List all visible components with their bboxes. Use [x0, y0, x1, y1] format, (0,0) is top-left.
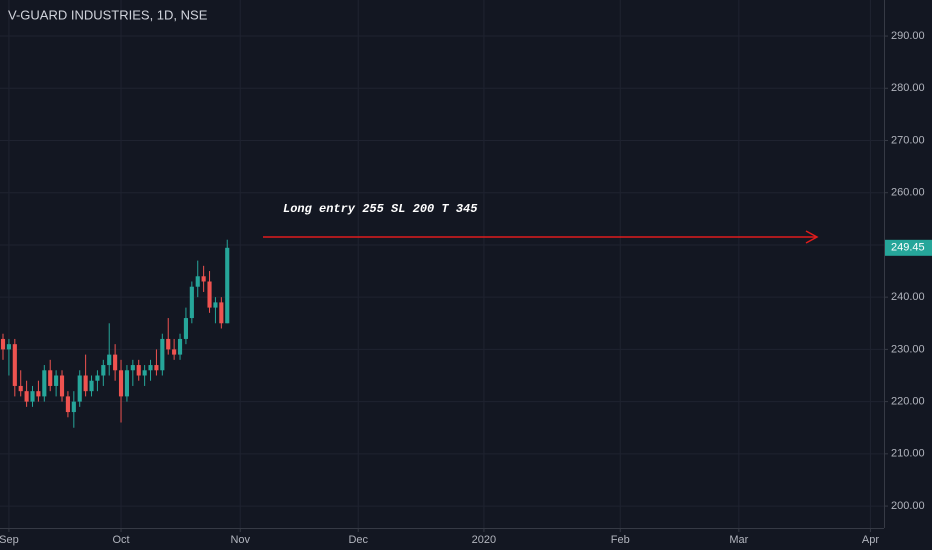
y-tick-label: 240.00 — [891, 291, 925, 303]
candle-body — [54, 375, 59, 386]
candle-body — [36, 391, 41, 397]
candle-body — [71, 401, 76, 413]
x-tick-label: Dec — [348, 534, 368, 546]
candle-body — [118, 370, 124, 397]
y-tick-label: 210.00 — [891, 448, 925, 460]
candle-body — [148, 365, 153, 371]
candle-body — [172, 349, 177, 355]
candle-body — [12, 344, 17, 386]
y-tick-label: 230.00 — [891, 343, 925, 355]
y-tick-label: 290.00 — [891, 30, 925, 42]
axes: 200.00210.00220.00230.00240.00250.00260.… — [0, 30, 932, 546]
last-price-label: 249.45 — [891, 242, 925, 254]
annotation: Long entry 255 SL 200 T 345 — [283, 202, 478, 216]
candle-body — [166, 338, 171, 350]
candle-body — [130, 365, 135, 371]
candle-body — [65, 396, 70, 413]
candle-body — [113, 354, 118, 371]
candle-body — [213, 302, 218, 308]
x-tick-label: Apr — [862, 534, 879, 546]
candle-body — [177, 338, 183, 355]
y-tick-label: 280.00 — [891, 82, 925, 94]
candle-body — [42, 370, 47, 397]
candle-body — [89, 380, 94, 392]
candle-body — [201, 276, 206, 282]
y-tick-label: 220.00 — [891, 396, 925, 408]
candle-body — [154, 365, 159, 371]
x-tick-label: Sep — [0, 534, 19, 546]
candle-body — [107, 354, 112, 366]
candle-body — [30, 391, 35, 402]
y-tick-label: 260.00 — [891, 187, 925, 199]
x-tick-label: Nov — [230, 534, 250, 546]
x-tick-label: Feb — [611, 534, 630, 546]
candle-body — [225, 247, 230, 324]
candle-body — [124, 370, 129, 397]
candle-body — [136, 365, 141, 376]
candle-body — [160, 338, 165, 371]
candle-body — [219, 302, 224, 324]
candle-body — [95, 375, 100, 381]
candle-body — [183, 318, 188, 339]
candle-body — [6, 344, 11, 350]
chart-title: V-GUARD INDUSTRIES, 1D, NSE — [8, 7, 208, 22]
candle-body — [83, 375, 88, 392]
candle-body — [18, 385, 23, 392]
candle-body — [101, 365, 106, 376]
candle-body — [77, 375, 82, 402]
last-price-box — [885, 239, 932, 256]
candle-body — [24, 391, 29, 402]
candle-body — [59, 375, 65, 397]
candle-body — [195, 276, 200, 287]
y-tick-label: 270.00 — [891, 134, 925, 146]
candle-body — [207, 281, 212, 308]
candle-body — [48, 370, 53, 386]
y-tick-label: 200.00 — [891, 500, 925, 512]
x-tick-label: Oct — [112, 534, 129, 546]
candle-body — [142, 370, 147, 376]
candle-body — [189, 286, 194, 319]
x-tick-label: 2020 — [472, 534, 496, 546]
candles — [0, 239, 230, 428]
candle-body — [0, 338, 6, 350]
arrow-head — [805, 230, 819, 244]
x-tick-label: Mar — [729, 534, 748, 546]
grid — [0, 0, 884, 528]
